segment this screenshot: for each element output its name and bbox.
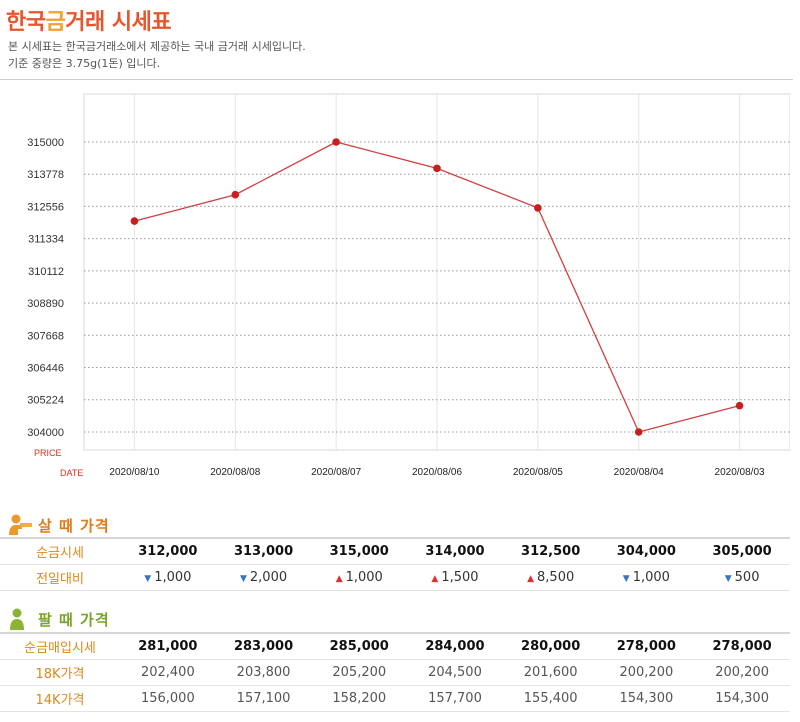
sell-heading-label: 팔 때 가격 bbox=[38, 610, 110, 629]
price-cell: 155,400 bbox=[502, 685, 599, 712]
price-cell: 313,000 bbox=[215, 538, 312, 565]
price-cell: 305,000 bbox=[694, 538, 790, 565]
y-tick-label: 308890 bbox=[27, 298, 64, 310]
price-line-chart: 315000 313778 312556 311334 310112 308890 3076… bbox=[27, 93, 790, 478]
change-value: 1,000 bbox=[632, 569, 670, 585]
data-point bbox=[735, 401, 744, 410]
y-tick-label: 311334 bbox=[28, 234, 64, 246]
sell-price-row: 14K가격 156,000 157,100 158,200 157,700 155,400… bbox=[0, 685, 790, 712]
buy-section-heading: 살 때 가격 bbox=[8, 513, 110, 537]
x-tick-label: 2020/08/06 bbox=[412, 467, 462, 478]
triangle-up-icon: ▲ bbox=[431, 573, 439, 584]
price-cell: 154,300 bbox=[694, 685, 790, 712]
row-label: 14K가격 bbox=[0, 685, 120, 712]
triangle-up-icon: ▲ bbox=[335, 573, 343, 584]
change-row: 전일대비 ▼ 1,000 ▼ 2,000 ▲ 1,000 ▲ 1,500 ▲ 8,500 ▼ 1,000… bbox=[0, 564, 790, 591]
triangle-up-icon: ▲ bbox=[527, 573, 535, 584]
sell-price-row: 순금매입시세 281,000 283,000 285,000 284,000 280,00… bbox=[0, 633, 790, 660]
person-buy-icon bbox=[9, 514, 32, 535]
sell-price-table: 순금매입시세 281,000 283,000 285,000 284,000 280,00… bbox=[0, 632, 790, 712]
price-cell: 285,000 bbox=[311, 633, 408, 660]
row-label: 18K가격 bbox=[0, 659, 120, 686]
price-cell: 284,000 bbox=[407, 633, 503, 660]
triangle-down-icon: ▼ bbox=[144, 573, 152, 584]
price-cell: 304,000 bbox=[598, 538, 695, 565]
change-value: 500 bbox=[734, 569, 760, 585]
x-axis-caption: DATE bbox=[60, 468, 83, 478]
price-cell: 280,000 bbox=[502, 633, 599, 660]
y-tick-label: 307668 bbox=[27, 330, 64, 342]
y-tick-label: 312556 bbox=[27, 201, 64, 213]
x-tick-label: 2020/08/08 bbox=[210, 467, 260, 478]
price-cell: 202,400 bbox=[120, 659, 216, 686]
price-cell: 312,000 bbox=[120, 538, 216, 565]
x-tick-label: 2020/08/05 bbox=[513, 467, 563, 478]
price-cell: 157,700 bbox=[407, 685, 503, 712]
price-cell: 158,200 bbox=[311, 685, 408, 712]
data-point bbox=[433, 164, 441, 173]
row-label: 순금매입시세 bbox=[0, 633, 120, 660]
y-tick-label: 313778 bbox=[27, 169, 64, 181]
change-value: 8,500 bbox=[537, 569, 575, 585]
x-tick-label: 2020/08/07 bbox=[311, 467, 361, 478]
change-value: 1,500 bbox=[441, 569, 479, 585]
price-cell: 278,000 bbox=[598, 633, 695, 660]
sell-price-row: 18K가격 202,400 203,800 205,200 204,500 201,600… bbox=[0, 659, 790, 686]
price-cell: 156,000 bbox=[120, 685, 216, 712]
x-tick-label: 2020/08/10 bbox=[109, 467, 159, 478]
price-cell: 200,200 bbox=[598, 659, 695, 686]
y-tick-label: 315000 bbox=[27, 137, 64, 149]
price-cell: 278,000 bbox=[694, 633, 790, 660]
y-tick-label: 305224 bbox=[27, 395, 64, 407]
page-title: 한국금거래 시세표 bbox=[6, 10, 172, 35]
y-tick-label: 310112 bbox=[28, 266, 64, 278]
change-value: 1,000 bbox=[154, 569, 192, 585]
change-cell: ▲ 1,500 bbox=[407, 564, 503, 591]
x-tick-label: 2020/08/04 bbox=[614, 467, 664, 478]
change-cell: ▼ 2,000 bbox=[215, 564, 312, 591]
buy-price-row: 순금시세 312,000 313,000 315,000 314,000 312,500 3… bbox=[0, 538, 790, 565]
y-axis-caption: PRICE bbox=[34, 448, 62, 458]
data-point bbox=[634, 428, 643, 436]
y-tick-label: 306446 bbox=[27, 363, 64, 375]
change-cell: ▼ 500 bbox=[694, 564, 790, 591]
x-tick-label: 2020/08/03 bbox=[715, 467, 765, 478]
triangle-down-icon: ▼ bbox=[239, 573, 247, 584]
change-value: 1,000 bbox=[345, 569, 383, 585]
price-cell: 283,000 bbox=[215, 633, 312, 660]
price-cell: 312,500 bbox=[502, 538, 599, 565]
sell-section-heading: 팔 때 가격 bbox=[8, 607, 110, 631]
price-cell: 200,200 bbox=[694, 659, 790, 686]
data-point bbox=[534, 204, 542, 212]
description-line-1: 본 시세표는 한국금거래소에서 제공하는 국내 금거래 시세입니다. bbox=[8, 40, 306, 53]
price-cell: 203,800 bbox=[215, 659, 312, 686]
data-point bbox=[332, 138, 340, 146]
change-cell: ▲ 8,500 bbox=[502, 564, 599, 591]
change-value: 2,000 bbox=[249, 569, 288, 585]
price-cell: 314,000 bbox=[407, 538, 503, 565]
row-label: 전일대비 bbox=[0, 564, 120, 591]
row-label: 순금시세 bbox=[0, 538, 120, 565]
description-line-2: 기준 중량은 3.75g(1돈) 입니다. bbox=[8, 57, 161, 70]
price-cell: 205,200 bbox=[311, 659, 408, 686]
price-cell: 281,000 bbox=[120, 633, 216, 660]
price-cell: 201,600 bbox=[502, 659, 599, 686]
buy-price-table: 순금시세 312,000 313,000 315,000 314,000 312,500 3… bbox=[0, 537, 790, 591]
change-cell: ▼ 1,000 bbox=[598, 564, 695, 591]
person-sell-icon bbox=[10, 608, 24, 630]
price-cell: 315,000 bbox=[311, 538, 408, 565]
price-cell: 204,500 bbox=[407, 659, 503, 686]
triangle-down-icon: ▼ bbox=[622, 573, 630, 584]
data-point bbox=[130, 217, 139, 225]
header-divider bbox=[0, 79, 793, 80]
price-cell: 154,300 bbox=[598, 685, 695, 712]
change-cell: ▲ 1,000 bbox=[311, 564, 408, 591]
triangle-down-icon: ▼ bbox=[724, 573, 732, 584]
y-tick-label: 304000 bbox=[27, 427, 64, 439]
buy-heading-label: 살 때 가격 bbox=[38, 516, 110, 535]
price-cell: 157,100 bbox=[215, 685, 312, 712]
change-cell: ▼ 1,000 bbox=[120, 564, 216, 591]
data-point bbox=[231, 190, 240, 199]
